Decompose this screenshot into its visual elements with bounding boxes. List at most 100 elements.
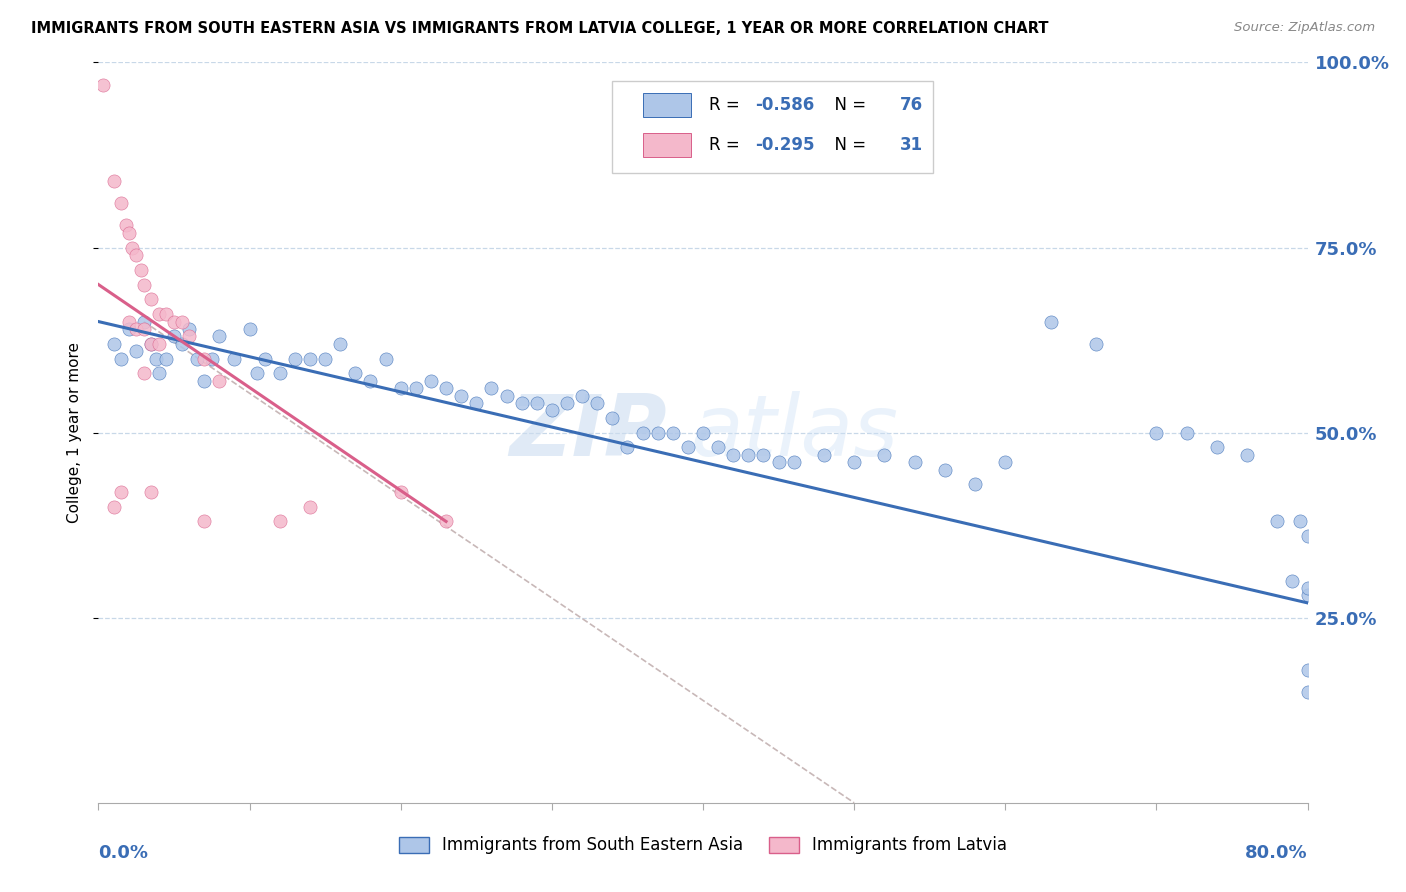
Text: -0.586: -0.586 [755, 95, 814, 114]
Point [118, 322, 141, 336]
Point [118, 314, 141, 328]
Point [148, 367, 170, 381]
Point [299, 500, 322, 514]
Point [1296, 581, 1319, 595]
Point [132, 277, 155, 292]
Point [284, 351, 307, 366]
Point [170, 314, 193, 328]
Point [239, 322, 262, 336]
Text: IMMIGRANTS FROM SOUTH EASTERN ASIA VS IMMIGRANTS FROM LATVIA COLLEGE, 1 YEAR OR : IMMIGRANTS FROM SOUTH EASTERN ASIA VS IM… [31, 21, 1049, 36]
Point [132, 322, 155, 336]
Point [571, 388, 593, 402]
Point [114, 219, 136, 233]
Point [91, 78, 114, 92]
Point [752, 448, 775, 462]
Point [148, 307, 170, 321]
Point [676, 441, 699, 455]
Point [692, 425, 714, 440]
Point [224, 351, 246, 366]
Point [540, 403, 562, 417]
Text: R =: R = [709, 136, 745, 153]
Point [132, 367, 155, 381]
Point [1296, 663, 1319, 677]
Y-axis label: College, 1 year or more: College, 1 year or more [67, 343, 83, 523]
Point [132, 314, 155, 328]
Point [994, 455, 1017, 469]
Point [253, 351, 276, 366]
Point [103, 174, 125, 188]
Point [555, 396, 578, 410]
Point [510, 396, 533, 410]
Point [269, 515, 291, 529]
Point [179, 322, 201, 336]
Point [495, 388, 517, 402]
Point [121, 240, 143, 255]
Point [314, 351, 336, 366]
Point [844, 455, 866, 469]
Point [125, 248, 148, 262]
Point [1281, 574, 1303, 588]
Point [1039, 314, 1062, 328]
Text: 31: 31 [900, 136, 924, 153]
Point [155, 351, 177, 366]
Point [434, 515, 457, 529]
Text: atlas: atlas [690, 391, 898, 475]
Point [1296, 589, 1319, 603]
Point [155, 307, 177, 321]
Point [1085, 336, 1108, 351]
Point [118, 226, 141, 240]
Text: 80.0%: 80.0% [1244, 844, 1308, 862]
Text: 0.0%: 0.0% [98, 844, 149, 862]
Point [813, 448, 835, 462]
Point [193, 374, 215, 388]
Point [110, 351, 132, 366]
Point [1296, 685, 1319, 699]
Point [707, 441, 730, 455]
Point [465, 396, 488, 410]
Point [586, 396, 609, 410]
FancyBboxPatch shape [643, 133, 690, 157]
Legend: Immigrants from South Eastern Asia, Immigrants from Latvia: Immigrants from South Eastern Asia, Immi… [392, 830, 1014, 861]
Text: N =: N = [824, 136, 872, 153]
Point [1267, 515, 1289, 529]
Point [129, 262, 152, 277]
Point [420, 374, 443, 388]
Point [103, 336, 125, 351]
Point [405, 381, 427, 395]
Point [450, 388, 472, 402]
Point [329, 336, 352, 351]
Point [1175, 425, 1198, 440]
Point [631, 425, 654, 440]
Point [125, 344, 148, 359]
Point [110, 196, 132, 211]
Point [873, 448, 896, 462]
Point [103, 500, 125, 514]
Point [193, 351, 215, 366]
Point [186, 351, 208, 366]
Text: Source: ZipAtlas.com: Source: ZipAtlas.com [1234, 21, 1375, 34]
Point [904, 455, 927, 469]
Point [360, 374, 382, 388]
Point [965, 477, 987, 491]
Point [647, 425, 669, 440]
Point [141, 336, 163, 351]
Point [170, 336, 193, 351]
Point [163, 314, 186, 328]
Point [661, 425, 683, 440]
Point [141, 336, 163, 351]
Point [110, 484, 132, 499]
Point [179, 329, 201, 343]
FancyBboxPatch shape [613, 81, 932, 173]
Point [299, 351, 322, 366]
Point [1206, 441, 1229, 455]
Point [141, 293, 163, 307]
Point [1146, 425, 1168, 440]
Point [389, 484, 412, 499]
Point [616, 441, 638, 455]
Point [246, 367, 269, 381]
Point [783, 455, 806, 469]
Point [208, 329, 231, 343]
Text: N =: N = [824, 95, 872, 114]
Point [148, 336, 170, 351]
Point [208, 374, 231, 388]
